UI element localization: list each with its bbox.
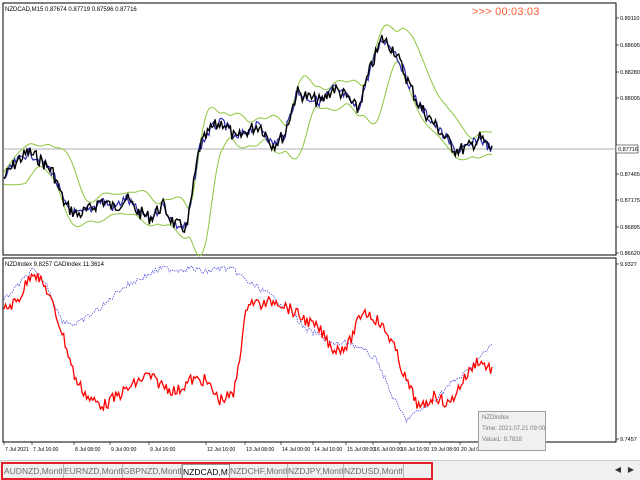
tabs-highlight-outline [1, 462, 433, 480]
main-pane-frame [2, 2, 617, 256]
chart-window[interactable]: NZDCAD,M15 0.87674 0.87719 0.87596 0.877… [0, 0, 640, 460]
chart-tab-bar: AUDNZD,Monthly EURNZD,Monthly GBPNZD,Mon… [0, 460, 640, 480]
indicator-axis: 9.9327 9.7457 [616, 262, 637, 443]
tab-nzdjpy[interactable]: NZDJPY,Monthly [288, 464, 344, 478]
time-tick-label: 13 Jul 08:00 [246, 447, 274, 453]
tab-nzdchf[interactable]: NZDCHF,Monthly [230, 464, 288, 478]
current-price-box [615, 144, 639, 154]
indicator-tooltip: NZDIndex Time: 2021.07.21 09:00 Value1: … [478, 411, 546, 451]
time-tick-label: 20 Jul 00:00 [461, 447, 489, 453]
scroll-left-icon[interactable]: ◀ [614, 465, 622, 474]
time-tick-label: 16 Jul 00:00 [374, 447, 402, 453]
tooltip-value: Value1: 9.7828 [482, 437, 522, 443]
current-price-label: 0.87716 [618, 147, 638, 153]
price-tick-label: 0.88280 [620, 70, 640, 76]
time-tick-label: 15 Jul 08:00 [347, 447, 375, 453]
indicator-tick-label: 9.7457 [620, 437, 637, 443]
time-tick-label: 14 Jul 00:00 [282, 447, 310, 453]
upper-band-line [3, 24, 493, 210]
price-tick-label: 0.87175 [620, 198, 640, 204]
time-tick-label: 9 Jul 00:00 [111, 447, 136, 453]
time-tick-label: 7 Jul 16:00 [33, 447, 58, 453]
tab-nzdusd[interactable]: NZDUSD,Monthly [344, 464, 404, 478]
tab-nzdcad[interactable]: NZDCAD,M15 [182, 464, 230, 478]
nzd-index-line [3, 272, 493, 412]
price-tick-label: 0.86620 [620, 251, 640, 257]
bands-layer [3, 24, 493, 257]
time-tick-label: 9 Jul 16:00 [150, 447, 175, 453]
price-tick-label: 0.88005 [620, 96, 640, 102]
lower-band-line [3, 61, 493, 257]
cad-index-line [3, 265, 493, 424]
price-axis: 0.89110 0.88695 0.88280 0.88005 0.87465 0.871… [616, 16, 640, 257]
indicator-pane-frame [2, 257, 617, 443]
price-tick-label: 0.86895 [620, 225, 640, 231]
tab-audnzd[interactable]: AUDNZD,Monthly [4, 464, 64, 478]
time-tick-label: 19 Jul 08:00 [431, 447, 459, 453]
price-line [3, 34, 493, 234]
main-chart-title: NZDCAD,M15 0.87674 0.87719 0.87596 0.877… [5, 7, 137, 13]
indicator-title: NZDIndex 9.8257 CADIndex 11.3614 [5, 262, 105, 268]
tab-gbpnzd[interactable]: GBPNZD,Monthly [123, 464, 182, 478]
tab-eurnzd[interactable]: EURNZD,Monthly [64, 464, 123, 478]
index-layer [3, 265, 493, 424]
time-tick-label: 14 Jul 16:00 [314, 447, 342, 453]
time-tick-label: 8 Jul 08:00 [75, 447, 100, 453]
time-tick-label: 12 Jul 16:00 [207, 447, 235, 453]
price-tick-label: 0.88695 [620, 43, 640, 49]
scroll-right-icon[interactable]: ▶ [627, 465, 635, 474]
time-tick-label: 16 Jul 16:00 [401, 447, 429, 453]
time-tick-label: 7 Jul 2021 [5, 447, 29, 453]
price-tick-label: 0.89110 [620, 16, 639, 22]
chart-canvas[interactable]: NZDCAD,M15 0.87674 0.87719 0.87596 0.877… [0, 0, 640, 460]
countdown-timer: >>> 00:03:03 [472, 6, 540, 18]
price-tick-label: 0.87465 [620, 172, 640, 178]
indicator-tick-label: 9.9327 [620, 262, 637, 268]
price-layer [3, 34, 493, 234]
tooltip-time: Time: 2021.07.21 09:00 [482, 426, 546, 432]
tooltip-name: NZDIndex [482, 415, 510, 421]
